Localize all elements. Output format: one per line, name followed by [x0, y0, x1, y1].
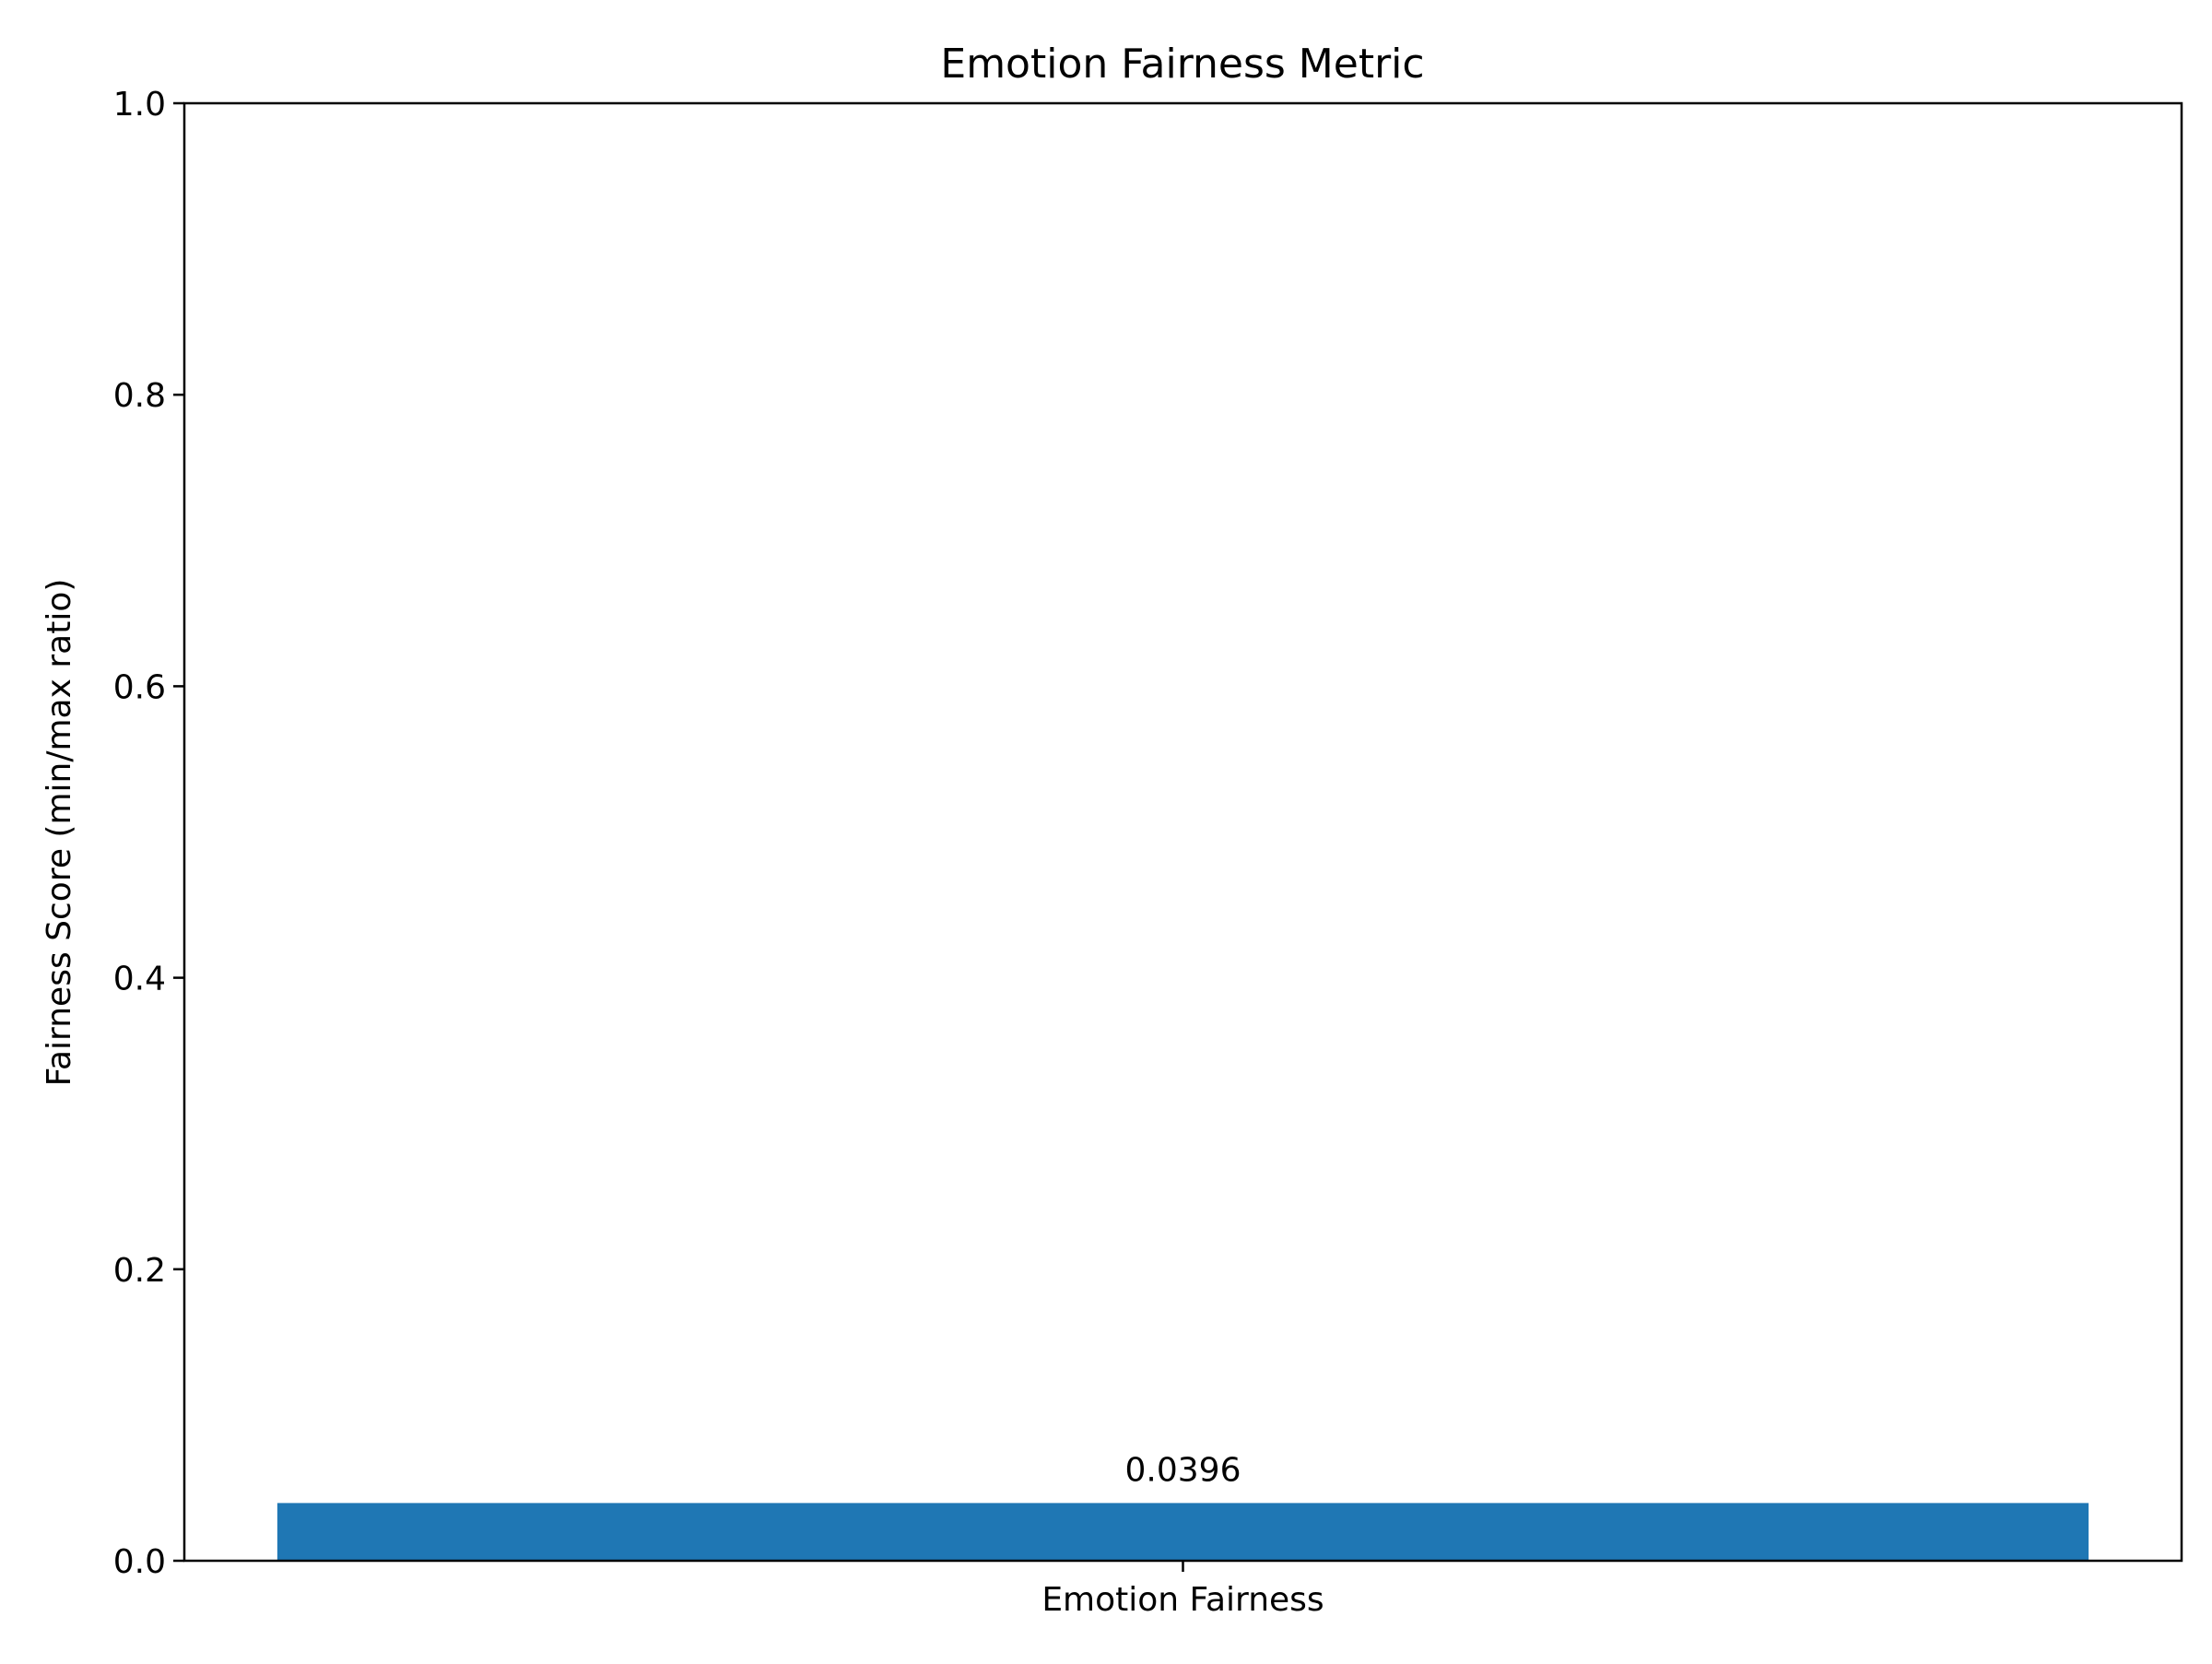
y-tick-label: 0.0	[113, 1543, 166, 1581]
bar	[276, 1503, 2089, 1561]
bar-value-label: 0.0396	[1125, 1451, 1241, 1489]
y-tick-label: 1.0	[113, 86, 166, 124]
plot-area: 0.0 0.2 0.4 0.6 0.8 1.0 0.0396 Emotion Fairness	[113, 86, 2089, 1619]
chart-title: Emotion Fairness Metric	[940, 41, 1424, 88]
y-tick-label: 0.8	[113, 377, 166, 415]
x-tick-label: Emotion Fairness	[1041, 1581, 1324, 1619]
y-tick-label: 0.2	[113, 1252, 166, 1290]
axes-frame	[182, 101, 2183, 1563]
y-axis-label: Fairness Score (min/max ratio)	[41, 579, 78, 1087]
y-tick-label: 0.4	[113, 961, 166, 998]
y-tick-label: 0.6	[113, 668, 166, 706]
